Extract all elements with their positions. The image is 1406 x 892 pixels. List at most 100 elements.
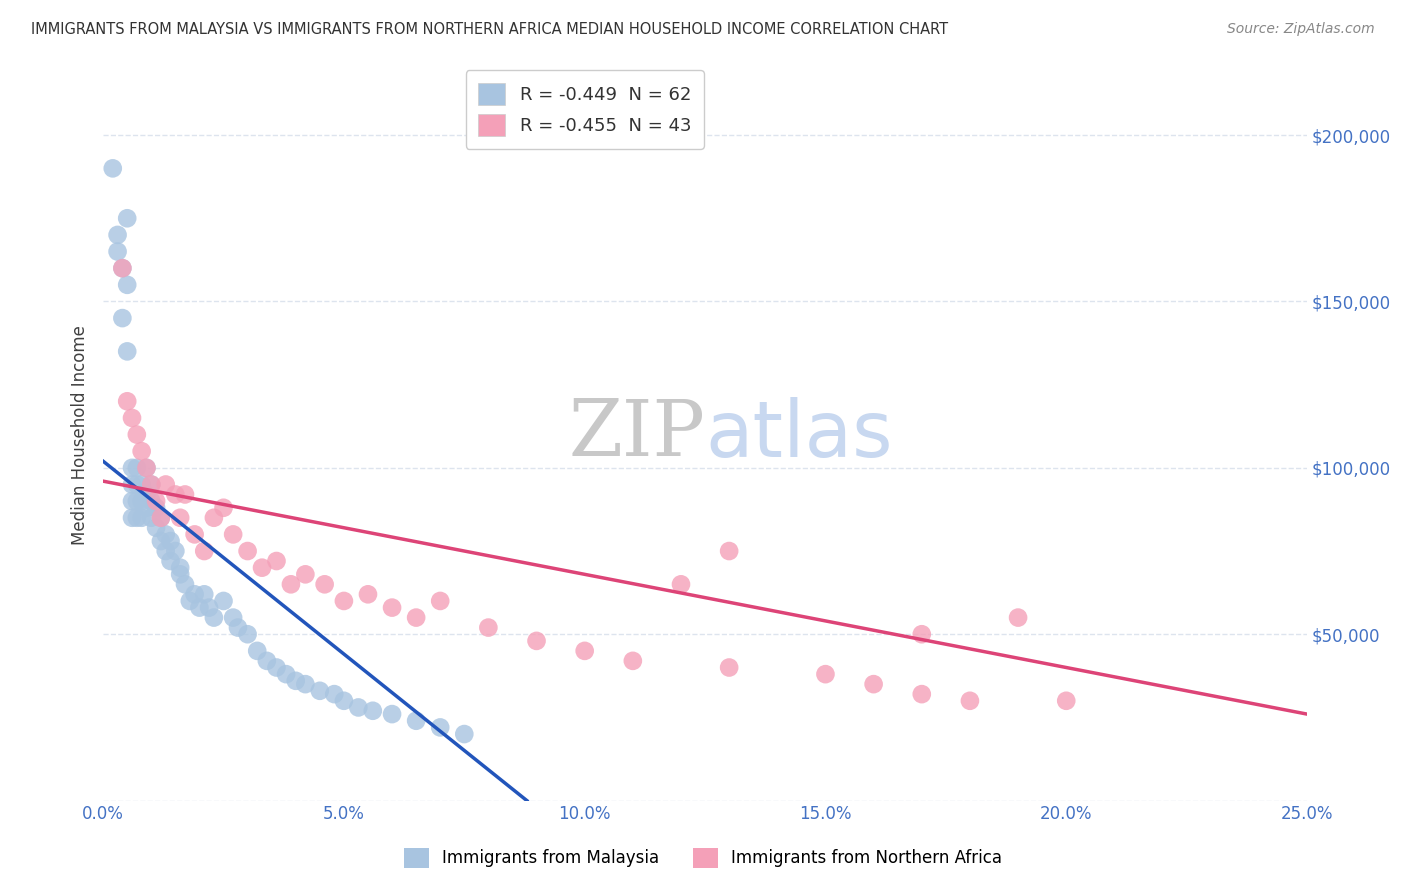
- Point: [198, 600, 221, 615]
- Point: [165, 544, 187, 558]
- Point: [222, 527, 245, 541]
- Point: [1007, 610, 1029, 624]
- Point: [193, 544, 215, 558]
- Point: [526, 633, 548, 648]
- Point: [111, 261, 134, 276]
- Point: [814, 667, 837, 681]
- Point: [236, 544, 259, 558]
- Point: [357, 587, 380, 601]
- Point: [361, 704, 384, 718]
- Point: [145, 500, 167, 515]
- Point: [149, 534, 172, 549]
- Point: [155, 544, 177, 558]
- Point: [453, 727, 475, 741]
- Point: [202, 510, 225, 524]
- Point: [135, 460, 157, 475]
- Point: [333, 594, 356, 608]
- Point: [131, 494, 153, 508]
- Point: [159, 554, 181, 568]
- Point: [429, 594, 451, 608]
- Point: [274, 667, 297, 681]
- Point: [145, 494, 167, 508]
- Point: [911, 627, 934, 641]
- Point: [294, 677, 316, 691]
- Point: [405, 610, 427, 624]
- Text: Source: ZipAtlas.com: Source: ZipAtlas.com: [1227, 22, 1375, 37]
- Point: [131, 510, 153, 524]
- Point: [179, 594, 201, 608]
- Point: [477, 621, 499, 635]
- Point: [149, 510, 172, 524]
- Legend: Immigrants from Malaysia, Immigrants from Northern Africa: Immigrants from Malaysia, Immigrants fro…: [398, 841, 1008, 875]
- Point: [280, 577, 302, 591]
- Point: [862, 677, 884, 691]
- Point: [155, 527, 177, 541]
- Point: [256, 654, 278, 668]
- Point: [125, 494, 148, 508]
- Point: [111, 261, 134, 276]
- Point: [284, 673, 307, 688]
- Point: [959, 694, 981, 708]
- Point: [115, 344, 138, 359]
- Point: [381, 600, 404, 615]
- Point: [131, 477, 153, 491]
- Point: [115, 277, 138, 292]
- Point: [165, 487, 187, 501]
- Point: [718, 544, 741, 558]
- Point: [174, 487, 197, 501]
- Point: [125, 460, 148, 475]
- Point: [121, 510, 143, 524]
- Point: [135, 500, 157, 515]
- Point: [405, 714, 427, 728]
- Point: [429, 720, 451, 734]
- Point: [135, 460, 157, 475]
- Point: [107, 244, 129, 259]
- Point: [155, 477, 177, 491]
- Point: [125, 477, 148, 491]
- Point: [141, 510, 163, 524]
- Point: [621, 654, 644, 668]
- Point: [145, 521, 167, 535]
- Point: [294, 567, 316, 582]
- Point: [212, 594, 235, 608]
- Point: [323, 687, 346, 701]
- Legend: R = -0.449  N = 62, R = -0.455  N = 43: R = -0.449 N = 62, R = -0.455 N = 43: [465, 70, 704, 149]
- Point: [911, 687, 934, 701]
- Point: [188, 600, 211, 615]
- Point: [141, 477, 163, 491]
- Point: [202, 610, 225, 624]
- Point: [193, 587, 215, 601]
- Point: [246, 644, 269, 658]
- Point: [169, 560, 191, 574]
- Point: [101, 161, 124, 176]
- Point: [226, 621, 249, 635]
- Point: [183, 587, 205, 601]
- Text: ZIP: ZIP: [568, 397, 704, 473]
- Point: [111, 311, 134, 326]
- Point: [141, 494, 163, 508]
- Point: [236, 627, 259, 641]
- Point: [222, 610, 245, 624]
- Point: [1054, 694, 1077, 708]
- Y-axis label: Median Household Income: Median Household Income: [72, 325, 89, 544]
- Point: [107, 227, 129, 242]
- Point: [121, 494, 143, 508]
- Point: [115, 394, 138, 409]
- Point: [381, 707, 404, 722]
- Point: [121, 411, 143, 425]
- Point: [347, 700, 370, 714]
- Point: [250, 560, 273, 574]
- Point: [121, 477, 143, 491]
- Point: [174, 577, 197, 591]
- Point: [159, 534, 181, 549]
- Point: [314, 577, 336, 591]
- Point: [115, 211, 138, 226]
- Text: atlas: atlas: [704, 397, 893, 473]
- Point: [212, 500, 235, 515]
- Point: [135, 487, 157, 501]
- Point: [669, 577, 692, 591]
- Point: [574, 644, 596, 658]
- Point: [266, 660, 288, 674]
- Point: [169, 567, 191, 582]
- Point: [149, 510, 172, 524]
